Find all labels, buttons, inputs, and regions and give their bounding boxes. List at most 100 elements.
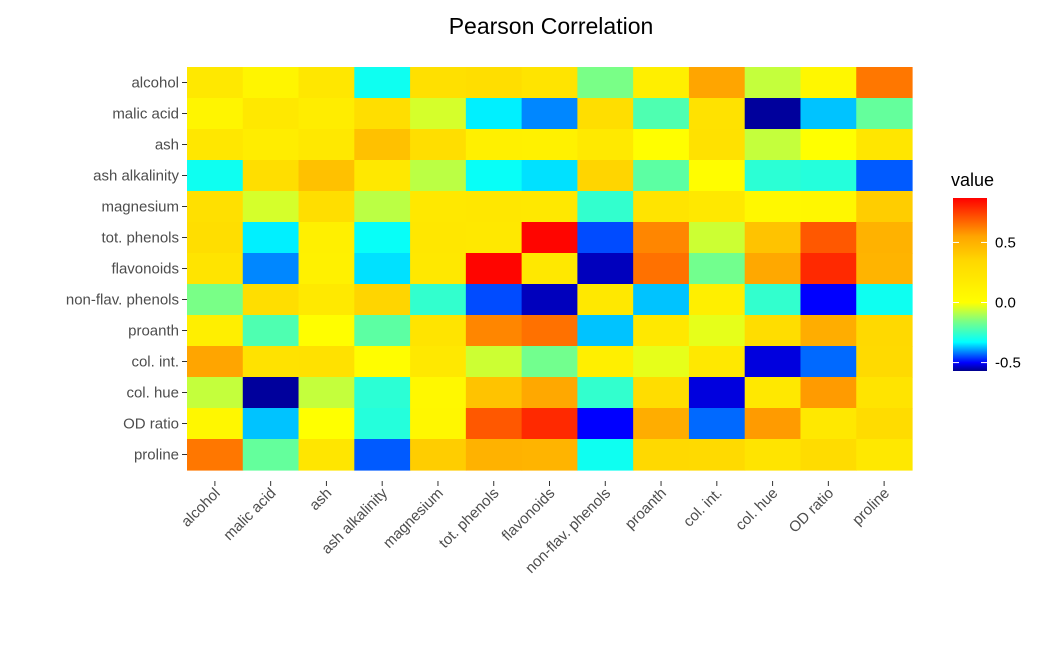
heatmap-cell-8-12 <box>856 315 913 347</box>
heatmap-cell-5-2 <box>298 222 355 254</box>
legend-tick-label: -0.5 <box>995 355 1021 372</box>
heatmap-cell-11-10 <box>744 408 802 440</box>
heatmap-cell-4-3 <box>354 191 411 223</box>
heatmap-cell-6-2 <box>298 253 355 285</box>
heatmap-cell-3-2 <box>298 160 355 192</box>
heatmap-cell-10-10 <box>744 377 802 409</box>
heatmap-cell-8-2 <box>298 315 355 347</box>
heatmap-cell-9-5 <box>465 346 523 378</box>
y-tick-label: tot. phenols <box>101 230 179 247</box>
heatmap-cell-2-5 <box>465 129 523 161</box>
y-tick-label: magnesium <box>101 199 179 216</box>
heatmap-cell-10-2 <box>298 377 355 409</box>
heatmap-cell-0-2 <box>298 67 355 99</box>
heatmap-cell-7-4 <box>410 284 467 316</box>
heatmap-cell-8-8 <box>633 315 690 347</box>
heatmap-cell-0-10 <box>744 67 802 99</box>
heatmap-cell-0-0 <box>187 67 244 99</box>
heatmap-cell-1-1 <box>242 98 300 130</box>
legend-tick-label: 0.5 <box>995 234 1016 251</box>
heatmap-cell-3-3 <box>354 160 411 192</box>
heatmap-cell-11-4 <box>410 408 467 440</box>
heatmap-cell-1-10 <box>744 98 802 130</box>
heatmap-cell-5-0 <box>187 222 244 254</box>
heatmap-cells <box>187 67 913 471</box>
heatmap-cell-2-12 <box>856 129 913 161</box>
heatmap-cell-9-2 <box>298 346 355 378</box>
heatmap-cell-7-0 <box>187 284 244 316</box>
heatmap-cell-6-11 <box>800 253 857 285</box>
heatmap-cell-10-6 <box>521 377 578 409</box>
heatmap-cell-2-10 <box>744 129 802 161</box>
heatmap-cell-6-9 <box>688 253 746 285</box>
heatmap-cell-10-8 <box>633 377 690 409</box>
heatmap-cell-7-11 <box>800 284 857 316</box>
heatmap-cell-3-0 <box>187 160 244 192</box>
heatmap-cell-5-1 <box>242 222 300 254</box>
heatmap-cell-12-1 <box>242 439 300 471</box>
heatmap-cell-9-1 <box>242 346 300 378</box>
heatmap-cell-6-0 <box>187 253 244 285</box>
heatmap-cell-6-6 <box>521 253 578 285</box>
heatmap-cell-10-4 <box>410 377 467 409</box>
heatmap-cell-6-12 <box>856 253 913 285</box>
heatmap-cell-8-6 <box>521 315 578 347</box>
heatmap-cell-1-12 <box>856 98 913 130</box>
heatmap-cell-2-8 <box>633 129 690 161</box>
heatmap-cell-10-5 <box>465 377 523 409</box>
heatmap-cell-1-2 <box>298 98 355 130</box>
heatmap-cell-6-7 <box>577 253 634 285</box>
heatmap-cell-10-1 <box>242 377 300 409</box>
x-tick-label: malic acid <box>220 485 279 544</box>
heatmap-cell-12-2 <box>298 439 355 471</box>
heatmap-cell-7-1 <box>242 284 300 316</box>
heatmap-cell-0-5 <box>465 67 523 99</box>
heatmap-cell-0-9 <box>688 67 746 99</box>
heatmap-cell-5-10 <box>744 222 802 254</box>
heatmap-cell-7-8 <box>633 284 690 316</box>
heatmap-cell-5-11 <box>800 222 857 254</box>
heatmap-cell-2-1 <box>242 129 300 161</box>
heatmap-cell-10-0 <box>187 377 244 409</box>
heatmap-cell-1-0 <box>187 98 244 130</box>
heatmap-cell-3-4 <box>410 160 467 192</box>
y-tick-label: proanth <box>128 323 179 340</box>
heatmap-cell-6-5 <box>465 253 523 285</box>
heatmap-cell-11-0 <box>187 408 244 440</box>
y-tick-label: OD ratio <box>123 416 179 433</box>
heatmap-cell-8-10 <box>744 315 802 347</box>
heatmap-cell-3-7 <box>577 160 634 192</box>
heatmap-cell-0-3 <box>354 67 411 99</box>
heatmap-cell-8-1 <box>242 315 300 347</box>
y-tick-label: ash <box>155 137 179 154</box>
heatmap-cell-11-12 <box>856 408 913 440</box>
heatmap-cell-3-12 <box>856 160 913 192</box>
heatmap-cell-2-9 <box>688 129 746 161</box>
heatmap-cell-6-1 <box>242 253 300 285</box>
heatmap-cell-8-0 <box>187 315 244 347</box>
x-tick-label: tot. phenols <box>436 485 503 552</box>
y-tick-label: malic acid <box>112 106 179 123</box>
heatmap-cell-3-9 <box>688 160 746 192</box>
heatmap-cell-9-0 <box>187 346 244 378</box>
heatmap-cell-7-5 <box>465 284 523 316</box>
x-tick-label: proanth <box>622 485 670 533</box>
heatmap-cell-5-7 <box>577 222 634 254</box>
heatmap-cell-12-8 <box>633 439 690 471</box>
x-tick-label: proline <box>849 485 893 529</box>
y-tick-label: proline <box>134 447 179 464</box>
heatmap-cell-11-9 <box>688 408 746 440</box>
heatmap-cell-9-8 <box>633 346 690 378</box>
heatmap-cell-0-7 <box>577 67 634 99</box>
y-tick-label: non-flav. phenols <box>66 292 179 309</box>
heatmap-cell-9-10 <box>744 346 802 378</box>
heatmap-cell-10-7 <box>577 377 634 409</box>
heatmap-cell-4-7 <box>577 191 634 223</box>
heatmap-cell-6-4 <box>410 253 467 285</box>
heatmap-cell-12-6 <box>521 439 578 471</box>
heatmap-cell-5-8 <box>633 222 690 254</box>
heatmap-cell-7-6 <box>521 284 578 316</box>
heatmap-cell-5-4 <box>410 222 467 254</box>
heatmap-cell-8-9 <box>688 315 746 347</box>
